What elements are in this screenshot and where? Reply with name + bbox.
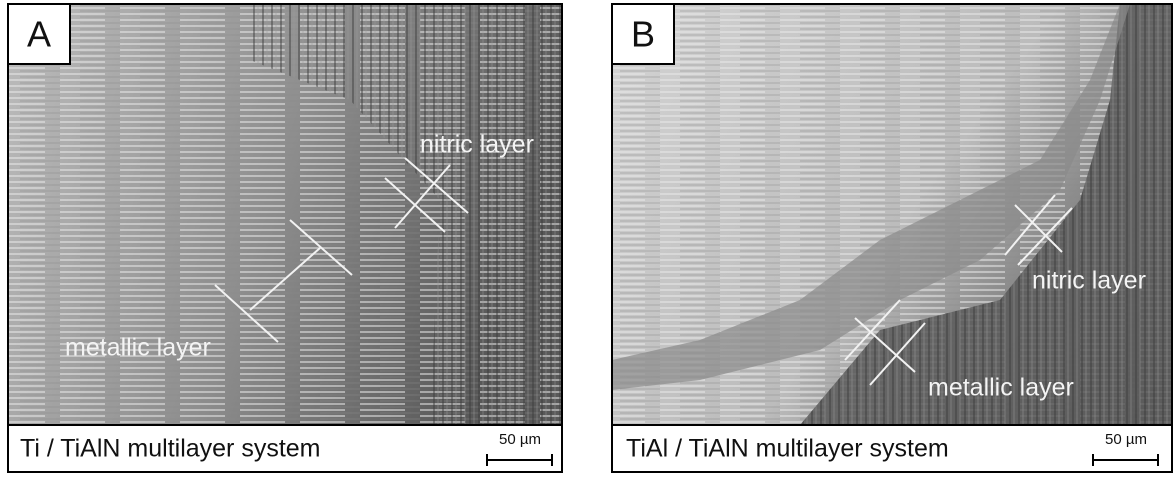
annotation: nitric layer (1032, 267, 1146, 295)
page: A nitric layer metallic layer Ti / TiAlN… (0, 0, 1176, 476)
annotation: nitric layer (420, 131, 534, 159)
annotation: metallic layer (65, 334, 211, 362)
panel-label: A (27, 14, 51, 55)
annotation: metallic layer (928, 374, 1074, 402)
panel-label: B (631, 14, 655, 55)
scale-bar-label: 50 µm (499, 431, 541, 448)
scale-bar-label: 50 µm (1105, 431, 1147, 448)
figure: A nitric layer metallic layer Ti / TiAlN… (0, 0, 1176, 476)
panel-b: B nitric layer metallic layer TiAl / TiA… (612, 4, 1172, 472)
caption: Ti / TiAlN multilayer system (20, 435, 321, 463)
caption: TiAl / TiAlN multilayer system (626, 435, 949, 463)
panel-a: A nitric layer metallic layer Ti / TiAlN… (8, 4, 562, 472)
